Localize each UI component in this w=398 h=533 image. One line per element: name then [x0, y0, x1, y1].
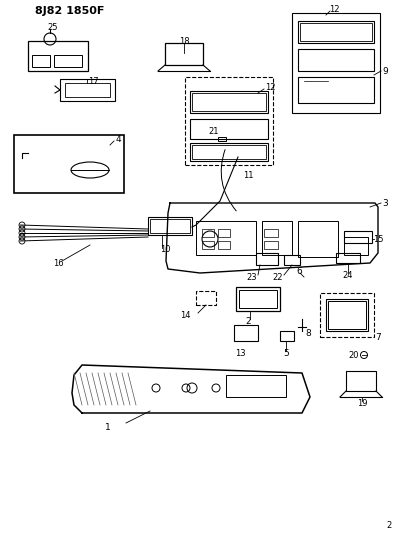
Bar	[298, 77, 374, 103]
Text: 4: 4	[115, 134, 121, 143]
Bar	[190, 91, 268, 113]
Bar	[239, 290, 277, 308]
Bar	[292, 13, 380, 113]
Bar	[196, 221, 256, 255]
Text: 12: 12	[265, 83, 275, 92]
Text: 12: 12	[329, 4, 339, 13]
Bar	[60, 79, 115, 101]
Bar	[234, 325, 258, 341]
Bar	[328, 301, 366, 329]
Text: 25: 25	[48, 22, 58, 31]
Text: 23: 23	[247, 272, 258, 281]
Bar	[150, 219, 190, 233]
Bar	[192, 145, 266, 159]
Bar	[320, 293, 374, 337]
Text: 14: 14	[180, 311, 190, 319]
Text: 22: 22	[273, 272, 283, 281]
Bar	[346, 371, 376, 391]
Text: 13: 13	[235, 349, 245, 358]
Text: 3: 3	[382, 198, 388, 207]
Bar	[218, 137, 226, 141]
Bar	[192, 93, 266, 111]
Text: 15: 15	[373, 235, 383, 244]
Bar	[32, 55, 50, 67]
Bar	[202, 241, 214, 249]
Bar	[344, 231, 372, 243]
Text: 5: 5	[283, 349, 289, 358]
Bar	[28, 41, 88, 71]
Bar	[148, 217, 192, 235]
Bar	[190, 119, 268, 139]
Text: 2: 2	[387, 521, 392, 529]
Bar	[196, 291, 216, 305]
Bar	[54, 55, 82, 67]
Text: 21: 21	[209, 126, 219, 135]
Bar	[284, 255, 300, 265]
Bar	[190, 143, 268, 161]
Bar	[218, 229, 230, 237]
Bar	[298, 21, 374, 43]
Text: 2: 2	[245, 317, 251, 326]
Bar	[65, 83, 110, 97]
Bar	[185, 77, 273, 165]
Bar	[264, 241, 278, 249]
Bar	[298, 221, 338, 257]
Bar	[344, 237, 368, 255]
Text: 8J82 1850F: 8J82 1850F	[35, 6, 104, 16]
Text: 17: 17	[88, 77, 98, 85]
Polygon shape	[166, 203, 378, 273]
Text: 1: 1	[105, 423, 111, 432]
Bar	[14, 135, 124, 193]
Bar	[226, 375, 286, 397]
Bar	[202, 229, 214, 237]
Polygon shape	[72, 365, 310, 413]
Bar	[298, 49, 374, 71]
Bar	[264, 229, 278, 237]
Bar	[236, 287, 280, 311]
Bar	[300, 23, 372, 41]
Bar	[262, 221, 292, 255]
Text: 10: 10	[160, 246, 170, 254]
Text: 9: 9	[382, 67, 388, 76]
Text: 16: 16	[53, 259, 63, 268]
Text: 8: 8	[305, 328, 311, 337]
Text: 7: 7	[375, 333, 381, 342]
Bar	[326, 299, 368, 331]
Text: 20: 20	[349, 351, 359, 359]
Bar	[280, 331, 294, 341]
Bar	[336, 253, 360, 263]
Text: 24: 24	[343, 271, 353, 279]
Text: 11: 11	[243, 171, 253, 180]
Bar	[256, 253, 278, 265]
Bar	[165, 43, 203, 65]
Text: 19: 19	[357, 399, 367, 408]
Text: 18: 18	[179, 36, 189, 45]
Text: 6: 6	[296, 266, 302, 276]
Bar	[218, 241, 230, 249]
